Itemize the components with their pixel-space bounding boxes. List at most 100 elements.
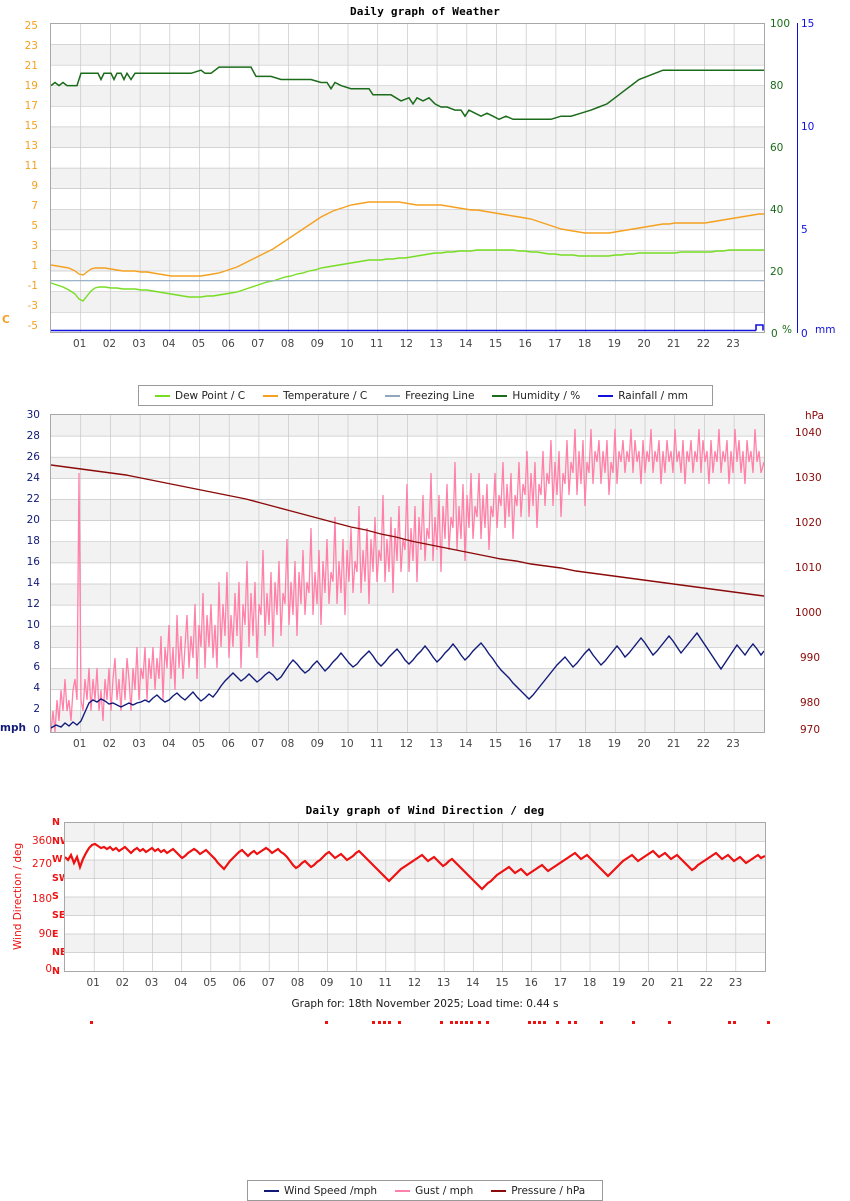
y-tick: 14	[26, 577, 40, 589]
legend-label: Rainfall / mm	[618, 389, 688, 402]
y-tick: 7	[31, 200, 38, 212]
x-tick: 17	[553, 977, 568, 989]
legend-item[interactable]: Temperature / C	[254, 390, 376, 402]
winddir-plot-area	[64, 822, 766, 972]
compass-label: W	[52, 854, 63, 866]
legend-item[interactable]: Pressure / hPa	[482, 1185, 594, 1197]
legend-item[interactable]: Wind Speed /mph	[255, 1185, 386, 1197]
y-tick: 3	[31, 240, 38, 252]
y-tick: 17	[24, 100, 38, 112]
y-tick: 5	[31, 220, 38, 232]
y-tick-right: 5	[801, 224, 808, 236]
y-tick: 21	[24, 60, 38, 72]
series-wind-speed	[51, 631, 764, 729]
y-tick: 90	[38, 928, 52, 940]
y-tick-right: 1010	[795, 562, 822, 574]
x-tick: 04	[162, 738, 176, 750]
legend-label: Pressure / hPa	[511, 1184, 586, 1197]
x-tick: 06	[221, 738, 235, 750]
x-tick: 17	[548, 738, 562, 750]
y-tick-right: 1020	[795, 517, 822, 529]
x-tick: 19	[607, 738, 621, 750]
series-dew-point	[51, 249, 764, 302]
y-tick: 24	[26, 472, 40, 484]
x-tick: 10	[349, 977, 363, 989]
compass-label: SE	[52, 910, 66, 921]
x-tick: 18	[582, 977, 597, 989]
y-tick: 1	[31, 260, 38, 272]
compass-label: E	[52, 928, 59, 940]
series-humidity	[51, 66, 764, 121]
x-tick: 09	[310, 338, 324, 350]
legend-swatch-icon	[491, 1189, 507, 1192]
x-tick: 04	[162, 338, 176, 350]
y-tick-right: 970	[800, 724, 821, 736]
x-tick: 08	[280, 738, 295, 750]
y-tick-right: 1030	[795, 472, 822, 484]
x-tick: 11	[370, 738, 384, 750]
legend-label: Wind Speed /mph	[284, 1184, 378, 1197]
y-tick: 10	[26, 619, 40, 631]
wind-legend: Wind Speed /mph Gust / mph Pressure / hPa	[247, 1180, 603, 1201]
x-tick: 06	[221, 338, 235, 350]
wind-plot-svg	[51, 415, 764, 732]
x-tick: 20	[641, 977, 655, 989]
x-tick: 13	[436, 977, 451, 989]
x-tick: 02	[102, 338, 117, 350]
x-tick: 10	[340, 338, 354, 350]
y-tick-right: 1000	[795, 607, 822, 619]
y-tick-right: 990	[800, 652, 821, 664]
y-tick: 19	[24, 80, 38, 92]
x-tick: 19	[612, 977, 626, 989]
x-tick: 14	[459, 338, 473, 350]
x-tick: 18	[577, 738, 592, 750]
winddir-plot-svg	[65, 823, 765, 971]
y-tick: 23	[24, 40, 38, 52]
y-tick: 11	[24, 160, 38, 172]
legend-label: Humidity / %	[512, 389, 581, 402]
compass-label: NE	[52, 947, 67, 959]
legend-item[interactable]: Freezing Line	[376, 390, 483, 402]
x-tick: 18	[577, 338, 592, 350]
legend-label: Gust / mph	[415, 1184, 474, 1197]
x-tick: 23	[728, 977, 743, 989]
x-tick: 23	[726, 338, 740, 350]
wind-plot-area	[50, 414, 765, 733]
x-tick: 01	[73, 338, 87, 350]
x-tick: 01	[86, 977, 100, 989]
weather-legend: Dew Point / C Temperature / C Freezing Lin…	[138, 385, 713, 406]
x-tick: 21	[667, 738, 681, 750]
y-tick-right: 0	[771, 328, 778, 340]
x-tick: 12	[399, 338, 414, 350]
x-tick: 07	[251, 738, 265, 750]
legend-item[interactable]: Humidity / %	[483, 390, 589, 402]
y-tick: 25	[24, 20, 38, 32]
legend-item[interactable]: Rainfall / mm	[589, 390, 697, 402]
weather-plot-svg	[51, 24, 764, 332]
y-tick-right: 60	[770, 142, 784, 154]
x-tick: 01	[73, 738, 87, 750]
x-tick: 08	[290, 977, 305, 989]
winddir-chart-block: Daily graph of Wind Direction / deg Wind…	[0, 800, 850, 1024]
x-tick: 12	[399, 738, 414, 750]
compass-label: NW	[52, 835, 71, 847]
x-tick: 11	[370, 338, 384, 350]
x-tick: 20	[637, 338, 651, 350]
legend-item[interactable]: Dew Point / C	[146, 390, 254, 402]
bottom-rain-markers	[0, 1011, 850, 1024]
x-tick: 09	[310, 738, 324, 750]
x-tick: 13	[429, 338, 443, 350]
y-tick: 13	[24, 140, 38, 152]
x-tick: 22	[696, 338, 711, 350]
x-tick: 03	[132, 738, 146, 750]
compass-label: SW	[52, 872, 70, 884]
weather-plot-area	[50, 23, 765, 333]
series-temperature	[51, 201, 764, 277]
x-tick: 07	[261, 977, 276, 989]
x-tick: 02	[102, 738, 117, 750]
legend-item[interactable]: Gust / mph	[386, 1185, 482, 1197]
y-tick: 0	[33, 724, 40, 736]
x-tick: 17	[548, 338, 562, 350]
series-rainfall-end-step	[755, 324, 764, 331]
y-tick: 2	[33, 703, 40, 715]
